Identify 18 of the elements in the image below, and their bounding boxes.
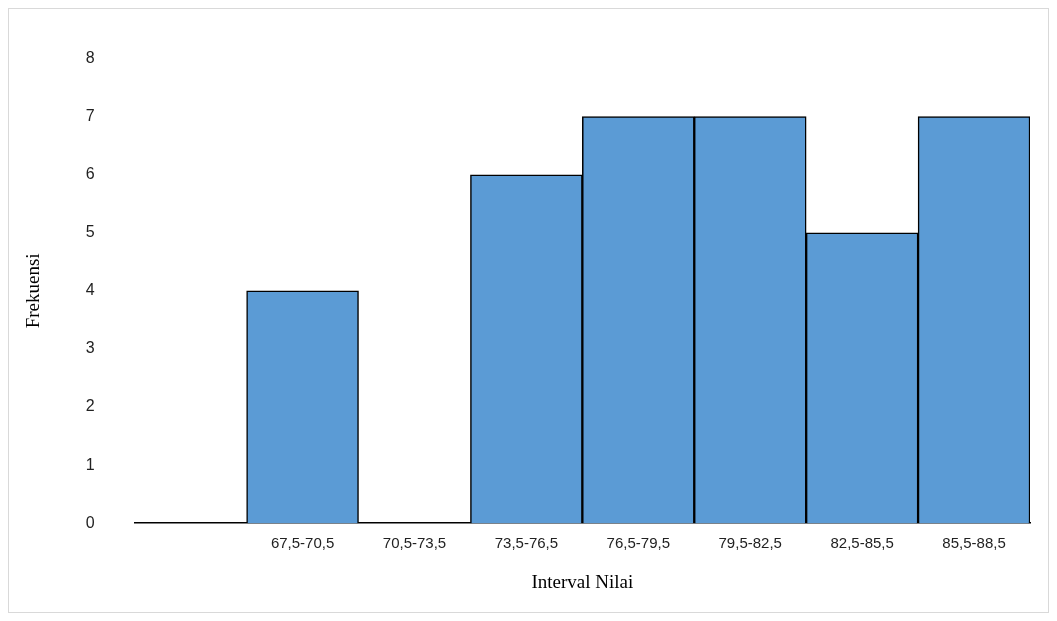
x-tick-label: 67,5-70,5 xyxy=(270,534,335,552)
x-tick-label: 85,5-88,5 xyxy=(942,534,1006,552)
y-tick-label: 1 xyxy=(85,455,95,473)
x-tick-label: 70,5-73,5 xyxy=(382,534,447,552)
y-axis-title: Frekuensi xyxy=(22,253,44,329)
y-tick-label: 6 xyxy=(85,165,95,183)
y-tick-label: 8 xyxy=(85,49,95,67)
y-tick-label: 4 xyxy=(85,281,95,299)
y-tick-label: 3 xyxy=(85,339,95,357)
y-tick-label: 5 xyxy=(85,223,95,241)
x-tick-label: 76,5-79,5 xyxy=(606,534,670,552)
x-axis-title: Interval Nilai xyxy=(531,570,634,592)
y-tick-label: 2 xyxy=(85,397,95,415)
y-tick-label: 0 xyxy=(85,513,95,531)
y-tick-label: 7 xyxy=(85,107,95,125)
x-tick-label: 79,5-82,5 xyxy=(718,534,782,552)
x-tick-label: 82,5-85,5 xyxy=(830,534,894,552)
x-tick-label: 73,5-76,5 xyxy=(494,534,559,552)
